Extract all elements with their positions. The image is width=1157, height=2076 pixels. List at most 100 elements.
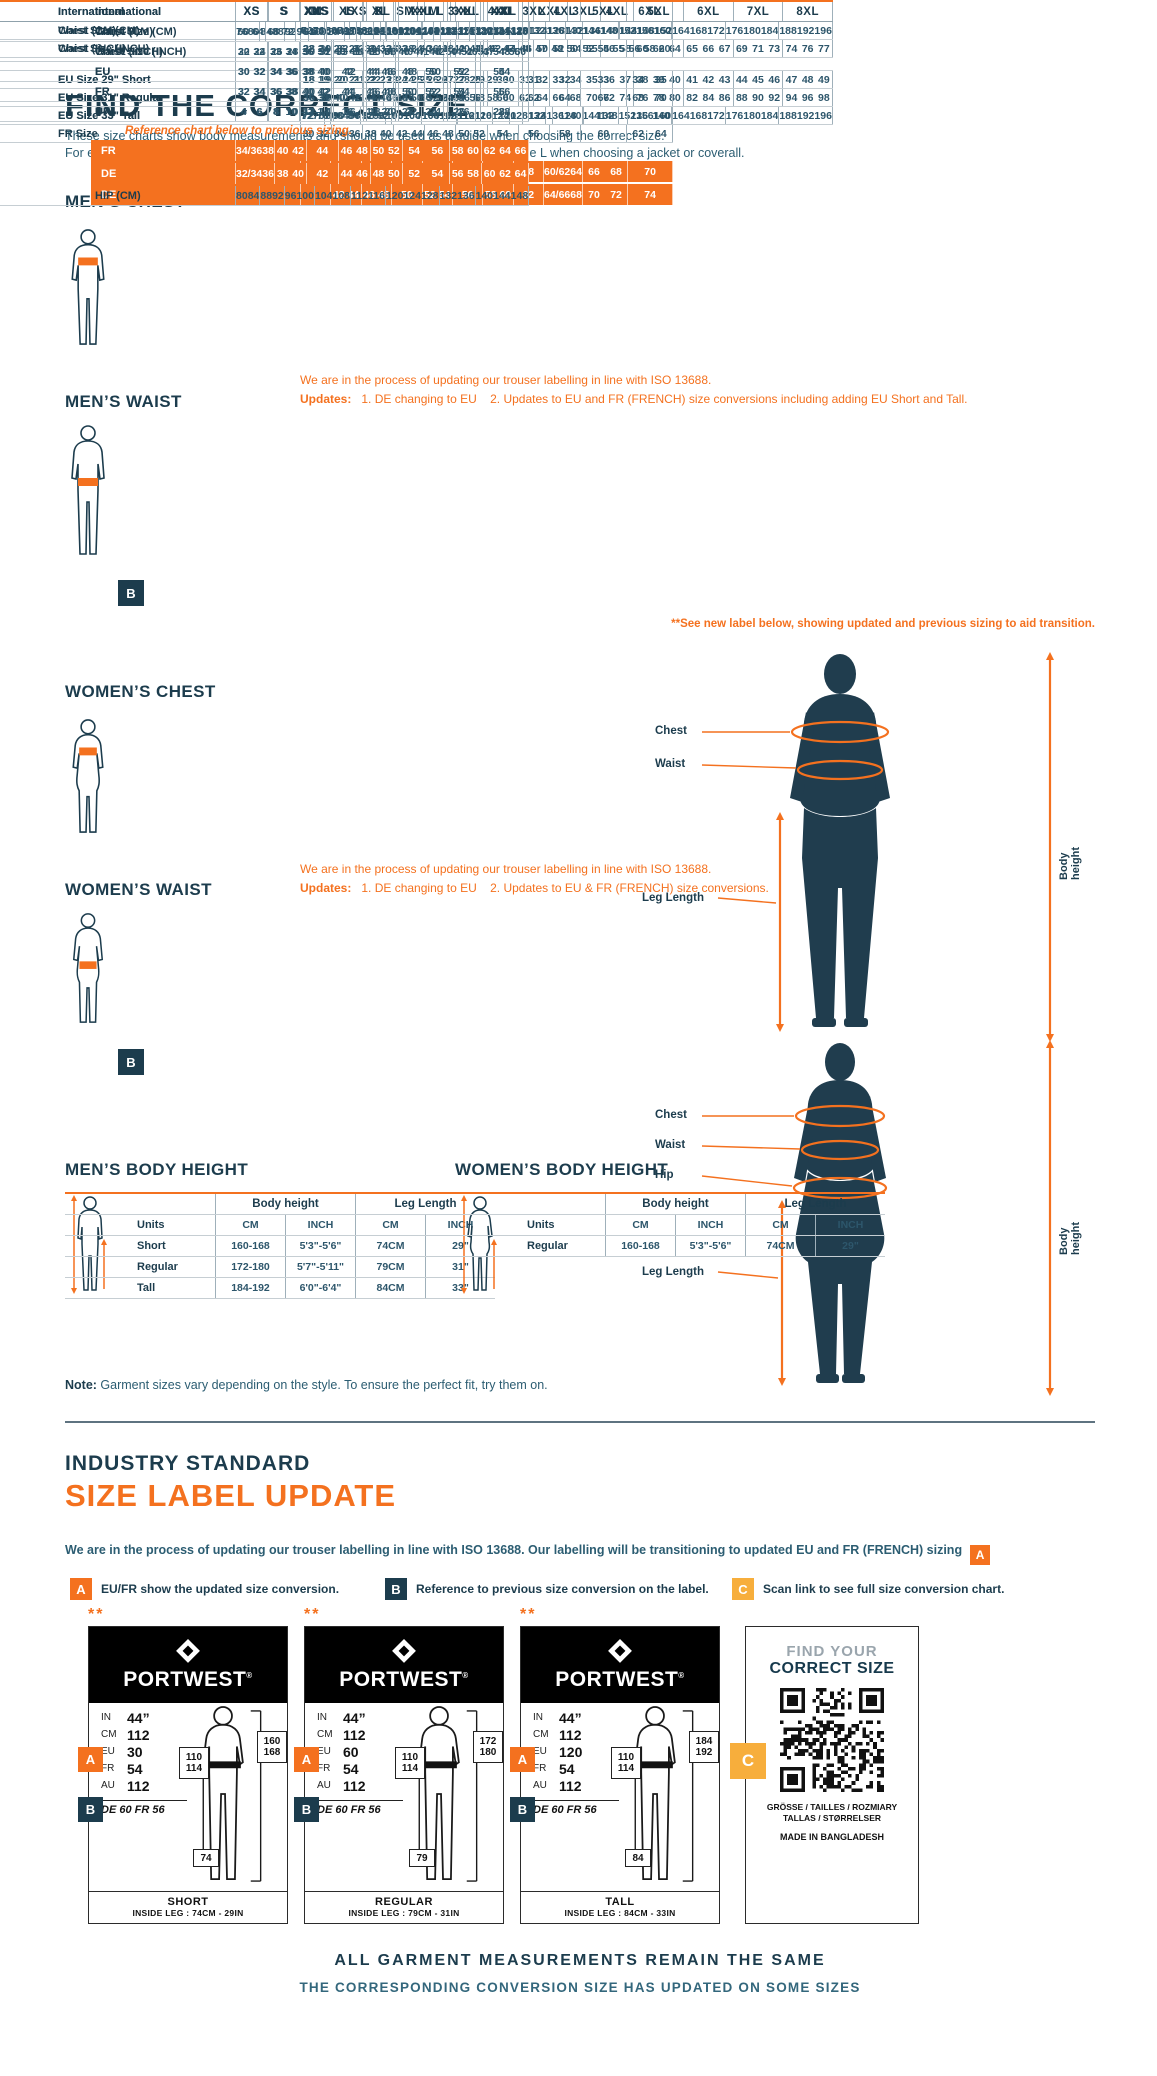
size-value: 20 — [333, 73, 346, 86]
size-value: 72 — [603, 91, 615, 104]
size-cell: 33 34 — [267, 42, 299, 61]
qr-made-in-text: MADE IN BANGLADESH — [779, 1832, 884, 1842]
size-column-s: S — [267, 2, 299, 21]
size-value: 26 — [457, 105, 470, 118]
portwest-wordmark: PORTWEST® — [339, 1667, 469, 1691]
size-value: 104 — [326, 25, 345, 38]
size-cell: 132 136 140 — [564, 22, 619, 39]
size-value: 54 — [493, 45, 505, 58]
size-value: 44 — [504, 42, 516, 55]
size-cell: 40 42 — [300, 82, 333, 101]
size-cell: 56 — [479, 82, 529, 101]
size-column-xxl: XXL — [398, 2, 447, 21]
size-value: 120 — [474, 109, 492, 122]
measurement-row: FR 54 — [317, 1760, 366, 1777]
size-value: 48 — [551, 42, 564, 55]
mens-waist-iso-note: We are in the process of updating our tr… — [300, 373, 712, 387]
size-value: 112 — [440, 25, 458, 38]
size-value: 22 — [364, 73, 377, 86]
size-value: 66 — [702, 42, 715, 55]
size-value: 24 — [429, 105, 441, 118]
size-cell: 76 80 — [348, 22, 373, 39]
size-value: 100 — [387, 25, 405, 38]
size-value: 96 — [391, 109, 404, 122]
height-value: 184-192 — [215, 1278, 285, 1298]
size-value: 42 — [344, 65, 356, 78]
size-cell: 104 108 — [313, 186, 350, 205]
size-value: 21 — [348, 73, 361, 86]
size-value: 104 — [421, 109, 440, 122]
size-value: 38 — [276, 167, 289, 180]
size-cell: 52 54 55 — [579, 40, 626, 57]
size-cell: 60/62 64 — [543, 161, 582, 182]
card-label: PORTWEST® IN 44” CM 112 EU 120 FR 54 AU 112 — [510, 1626, 720, 1924]
section-divider — [65, 1421, 1095, 1423]
size-value: 128 — [510, 24, 528, 37]
row-label: EU Size 31" Regular — [58, 91, 163, 104]
size-value: 60 — [499, 188, 512, 201]
size-value: 156 — [636, 109, 654, 122]
row-label: Chest (CM) — [58, 24, 117, 37]
size-value: 136 — [583, 24, 602, 37]
measurement-unit: CM — [533, 1729, 549, 1740]
size-value: 46 — [368, 85, 381, 98]
size-value: 72 — [301, 24, 313, 37]
size-value: 48 — [384, 85, 397, 98]
size-value: 160 — [653, 109, 672, 122]
size-value: 86 — [718, 91, 731, 104]
size-value: 140 — [475, 189, 494, 202]
size-cell: 22 24 — [235, 42, 268, 61]
measurement-value: 44” — [559, 1709, 582, 1726]
size-value: 136 — [546, 109, 564, 122]
size-value: 92 — [358, 25, 371, 38]
measurement-value: 60 — [343, 1743, 359, 1760]
size-cell: 140 144 148 — [474, 186, 528, 205]
size-value: 54 — [431, 167, 444, 180]
size-value: 120 — [511, 24, 529, 37]
qr-code — [780, 1688, 884, 1792]
size-cell: 116 120 124 — [456, 22, 509, 39]
size-cell: 58 — [548, 125, 580, 142]
size-value: 32 — [558, 73, 571, 86]
leg-length-group: Leg Length — [355, 1194, 495, 1214]
size-value: 54 — [453, 91, 465, 104]
size-value: 72 — [302, 109, 315, 122]
row-label: EU Size 33" Tall — [58, 109, 141, 122]
size-value: 24 — [253, 45, 266, 58]
size-value: 34 — [269, 65, 282, 78]
measurement-row: IN 44” — [317, 1709, 366, 1726]
size-value: 30 — [302, 127, 315, 140]
size-cell: 44 46 — [446, 42, 480, 61]
size-value: 16 — [344, 105, 356, 118]
badge-b-icon: B — [385, 1578, 407, 1600]
size-value: 84 — [702, 91, 715, 104]
size-value: 48 — [405, 65, 418, 78]
size-value: 36 — [603, 73, 615, 86]
male-measurement-figure: Chest Waist Leg Length Body height — [630, 648, 1100, 1048]
size-value: 40 — [301, 85, 314, 98]
size-cell: 64/66 68 — [543, 184, 582, 205]
height-value: 84CM — [355, 1278, 425, 1298]
size-cell: 136 140 — [627, 107, 672, 124]
size-value: 184 — [760, 109, 779, 122]
size-value: 100 — [422, 24, 441, 37]
size-value: 50 — [405, 85, 418, 98]
row-label: EU — [95, 65, 111, 78]
size-value: 32 — [253, 65, 266, 78]
size-cell: 56 58 60 — [625, 40, 672, 57]
size-value: 64 — [669, 42, 681, 55]
body-height-group: Body height — [605, 1194, 745, 1214]
size-cell: 44 46 — [363, 62, 395, 81]
size-value: 64 — [312, 24, 325, 37]
size-cell: 116 120 124 — [379, 22, 433, 41]
legend-item-a: A EU/FR show the updated size conversion… — [70, 1578, 339, 1600]
measurement-value: 112 — [127, 1726, 150, 1743]
size-cell: 94 96 98 — [782, 89, 832, 106]
measurement-unit: EU — [101, 1746, 115, 1757]
badge-a-card: A — [294, 1747, 319, 1772]
size-value: 76 — [801, 42, 814, 55]
size-value: 152 — [654, 24, 673, 37]
